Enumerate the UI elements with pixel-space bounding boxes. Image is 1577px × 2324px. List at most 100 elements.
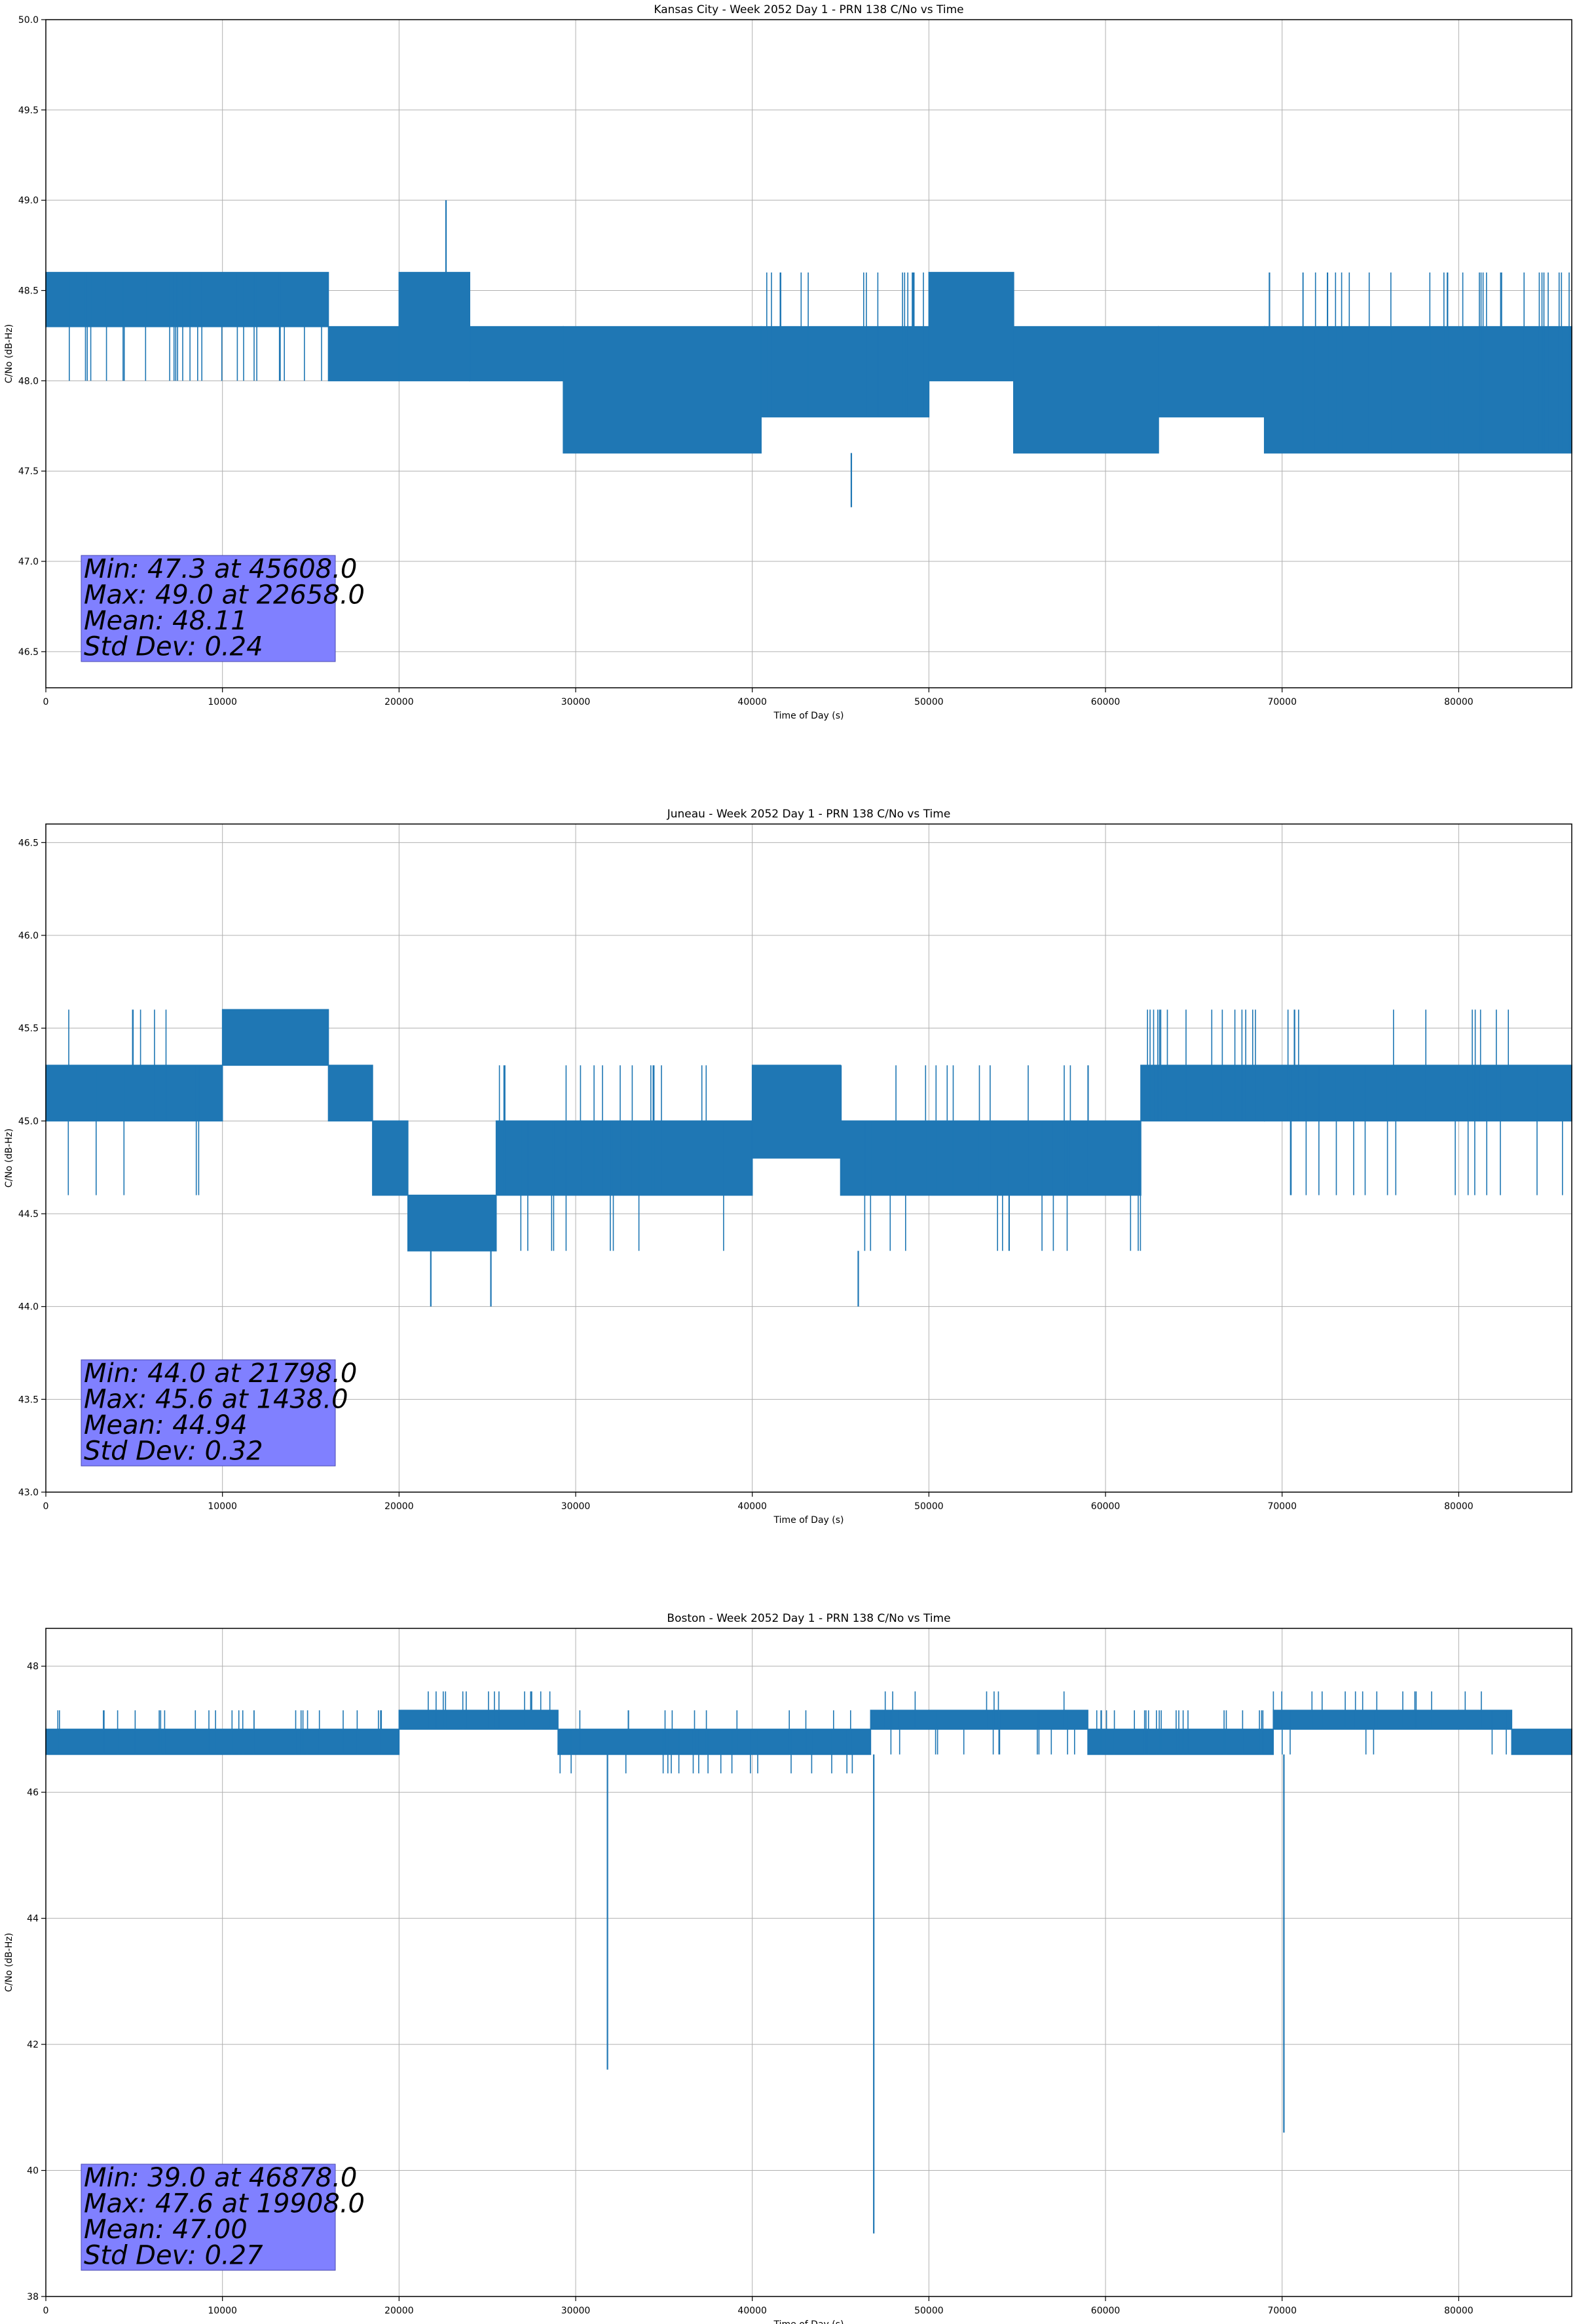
x-tick-label: 70000 [1267,1501,1297,1512]
data-band [1511,1729,1572,1755]
y-tick-label: 44 [27,1914,39,1924]
data-band [407,1194,497,1252]
data-series [45,1691,1572,2234]
x-tick-label: 10000 [208,2306,237,2316]
x-tick-label: 40000 [737,2306,767,2316]
x-tick-label: 20000 [384,697,414,707]
y-tick-label: 49.5 [18,105,39,116]
data-band [327,326,400,382]
data-band [1158,326,1265,418]
stats-text: Min: 44.0 at 21798.0 [84,1359,357,1389]
y-tick-label: 46 [27,1788,39,1798]
data-band [398,1691,559,1730]
chart-panel: 0 10000 20000 30000 40000 50000 60000 70000 8000… [4,1612,1572,2324]
stats-text: Mean: 48.11 [84,606,248,636]
x-tick-label: 70000 [1267,697,1297,707]
y-tick-label: 38 [27,2292,39,2302]
x-tick-label: 80000 [1444,2306,1474,2316]
chart-title: Kansas City - Week 2052 Day 1 - PRN 138 … [654,3,963,16]
data-band [1013,326,1159,454]
x-tick-label: 70000 [1267,2306,1297,2316]
data-band [563,326,762,454]
data-band [1263,1009,1572,1195]
y-axis-label: C/No (dB-Hz) [4,324,14,383]
x-tick-label: 10000 [208,1501,237,1512]
y-axis-label: C/No (dB-Hz) [4,1129,14,1188]
x-axis-label: Time of Day (s) [773,711,844,721]
y-tick-label: 45.5 [18,1024,39,1034]
x-tick-label: 40000 [737,697,767,707]
y-axis-label: C/No (dB-Hz) [4,1933,14,1992]
axes-frame [45,1628,1572,2297]
y-tick-label: 50.0 [18,15,39,26]
y-tick-label: 44.0 [18,1302,39,1313]
x-tick-label: 50000 [914,1501,944,1512]
data-band [1140,1009,1265,1122]
x-tick-label: 40000 [737,1501,767,1512]
data-band [398,272,471,382]
data-band [840,1065,1141,1251]
data-band [760,272,930,418]
x-tick-label: 60000 [1091,697,1121,707]
stats-text: Max: 45.6 at 1438.0 [84,1385,348,1415]
y-tick-label: 46.0 [18,931,39,941]
data-band [45,1710,400,1755]
data-series [45,1009,1572,1307]
stats-text: Min: 39.0 at 46878.0 [84,2163,357,2193]
y-tick-label: 48.5 [18,286,39,297]
x-tick-label: 60000 [1091,2306,1121,2316]
stats-text: Mean: 47.00 [84,2215,248,2245]
x-tick-label: 30000 [561,1501,591,1512]
x-tick-label: 20000 [384,2306,414,2316]
x-tick-label: 0 [43,1501,49,1512]
y-tick-label: 43.5 [18,1395,39,1405]
data-band [928,272,1014,382]
x-axis-label: Time of Day (s) [773,1515,844,1526]
chart-panel: 0 10000 20000 30000 40000 50000 60000 70000 8000… [4,3,1572,721]
axes-frame [45,823,1572,1493]
x-tick-label: 50000 [914,697,944,707]
y-tick-label: 46.5 [18,838,39,848]
chart-panel: 0 10000 20000 30000 40000 50000 60000 70000 8000… [4,808,1572,1526]
data-band [751,1064,842,1159]
stats-text: Std Dev: 0.27 [84,2241,263,2271]
data-series [45,200,1572,508]
y-tick-label: 47.5 [18,466,39,477]
x-tick-label: 30000 [561,2306,591,2316]
y-tick-label: 46.5 [18,647,39,658]
y-tick-label: 45.0 [18,1116,39,1127]
data-band [1087,1710,1274,1755]
x-tick-label: 80000 [1444,1501,1474,1512]
y-tick-label: 43.0 [18,1488,39,1498]
stats-text: Min: 47.3 at 45608.0 [84,554,357,584]
y-tick-label: 47.0 [18,557,39,567]
chart-title: Boston - Week 2052 Day 1 - PRN 138 C/No … [667,1612,950,1625]
x-tick-label: 0 [43,2306,49,2316]
y-tick-label: 48 [27,1662,39,1672]
stats-text: Std Dev: 0.32 [84,1436,263,1467]
x-tick-label: 0 [43,697,49,707]
x-tick-label: 50000 [914,2306,944,2316]
x-tick-label: 10000 [208,697,237,707]
y-tick-label: 42 [27,2040,39,2050]
y-tick-label: 48.0 [18,376,39,386]
x-tick-label: 30000 [561,697,591,707]
axes-frame [45,19,1572,688]
data-band [495,1065,753,1251]
stats-text: Mean: 44.94 [84,1410,248,1440]
data-band [1263,272,1572,454]
chart-title: Juneau - Week 2052 Day 1 - PRN 138 C/No … [667,808,951,821]
data-band [327,1064,373,1122]
stats-text: Max: 47.6 at 19908.0 [84,2189,365,2219]
data-band [557,1710,872,1774]
data-band [870,1691,1088,1755]
stats-box [81,1359,336,1467]
data-band [1272,1691,1513,1755]
y-tick-label: 44.5 [18,1209,39,1220]
stats-text: Max: 49.0 at 22658.0 [84,580,365,610]
data-band [469,326,564,382]
data-band [372,1120,409,1196]
data-band [45,272,329,381]
stats-box [81,2164,336,2271]
